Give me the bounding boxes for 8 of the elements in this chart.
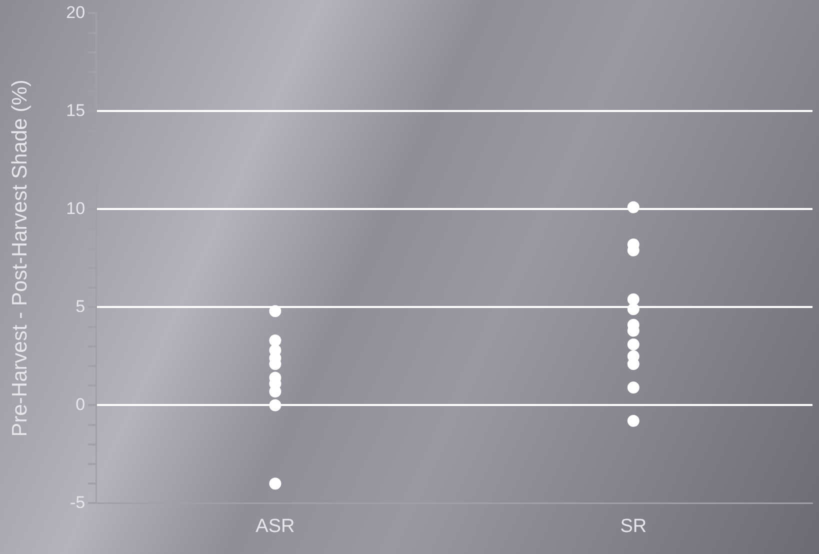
y-tick-label: 0: [76, 394, 86, 414]
y-tick-label: 15: [66, 100, 86, 120]
y-tick-label: 5: [76, 296, 86, 316]
x-tick-label: ASR: [256, 516, 295, 537]
y-axis-title: Pre-Harvest - Post-Harvest Shade (%): [8, 80, 32, 437]
x-tick-label: SR: [620, 516, 647, 537]
y-tick-label: 20: [66, 2, 86, 22]
y-tick-label: 10: [66, 198, 86, 218]
